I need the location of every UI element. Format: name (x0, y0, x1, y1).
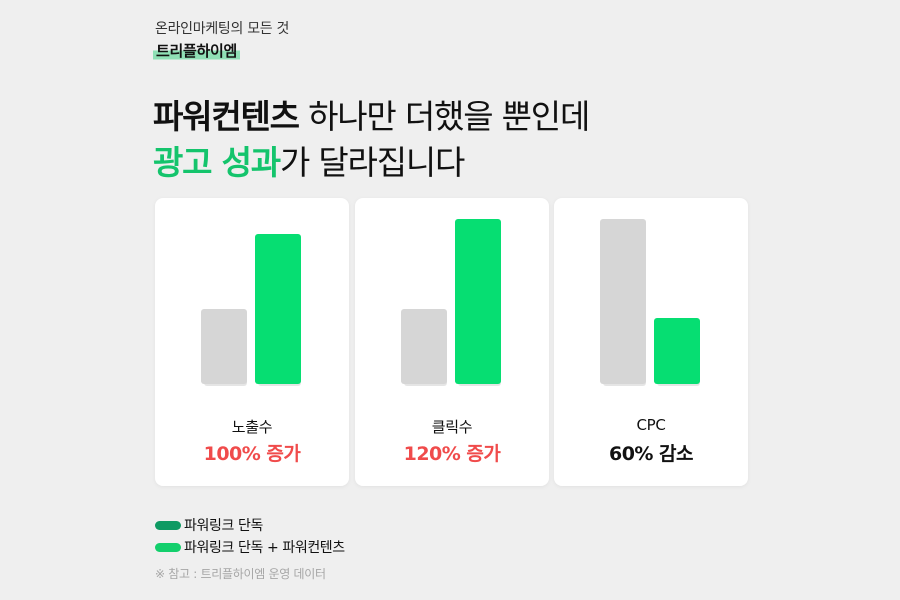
bar-powerlink (201, 309, 247, 384)
metric-change: 100% 증가 (203, 443, 301, 465)
legend-swatch (155, 542, 181, 552)
headline-rest-1: 하나만 더했을 뿐인데 (298, 97, 590, 136)
brand-subtitle: 온라인마케팅의 모든 것 (155, 21, 290, 37)
headline-green: 광고 성과 (153, 143, 281, 182)
bar-powerlink-powercontents (455, 219, 501, 384)
headline-line-1: 파워컨텐츠 하나만 더했을 뿐인데 (153, 94, 590, 140)
metric-change: 120% 증가 (403, 443, 501, 465)
bar-powerlink-powercontents (654, 318, 700, 384)
legend-swatch (155, 520, 181, 530)
chart-card-impressions: 노출수 100% 증가 (155, 198, 349, 486)
metric-label: 노출수 (231, 418, 273, 436)
headline-line-2: 광고 성과가 달라집니다 (153, 140, 589, 186)
bar-powerlink-powercontents (255, 234, 301, 384)
chart-card-clicks: 클릭수 120% 증가 (355, 198, 549, 486)
bar-powerlink (401, 309, 447, 384)
bar-chart-cpc (600, 219, 700, 386)
headline-bold: 파워컨텐츠 (153, 97, 300, 136)
legend: 파워링크 단독 파워링크 단독 + 파워컨텐츠 (155, 514, 345, 558)
metric-label: CPC (636, 416, 666, 434)
bar-chart-clicks (401, 219, 501, 386)
headline: 파워컨텐츠 하나만 더했을 뿐인데 광고 성과가 달라집니다 (153, 94, 590, 186)
metric-change: 60% 감소 (608, 443, 694, 465)
legend-label: 파워링크 단독 + 파워컨텐츠 (184, 540, 345, 556)
chart-card-cpc: CPC 60% 감소 (554, 198, 748, 486)
legend-item-powerlink: 파워링크 단독 (155, 514, 345, 536)
legend-label: 파워링크 단독 (184, 518, 263, 534)
metric-label: 클릭수 (431, 418, 473, 436)
source-note: ※ 참고 : 트리플하이엠 운영 데이터 (155, 567, 326, 581)
brand-name: 트리플하이엠 (153, 40, 241, 61)
headline-rest-2: 가 달라집니다 (279, 143, 465, 182)
bar-powerlink (600, 219, 646, 384)
legend-item-powerlink-powercontents: 파워링크 단독 + 파워컨텐츠 (155, 536, 345, 558)
bar-chart-impressions (201, 234, 301, 386)
